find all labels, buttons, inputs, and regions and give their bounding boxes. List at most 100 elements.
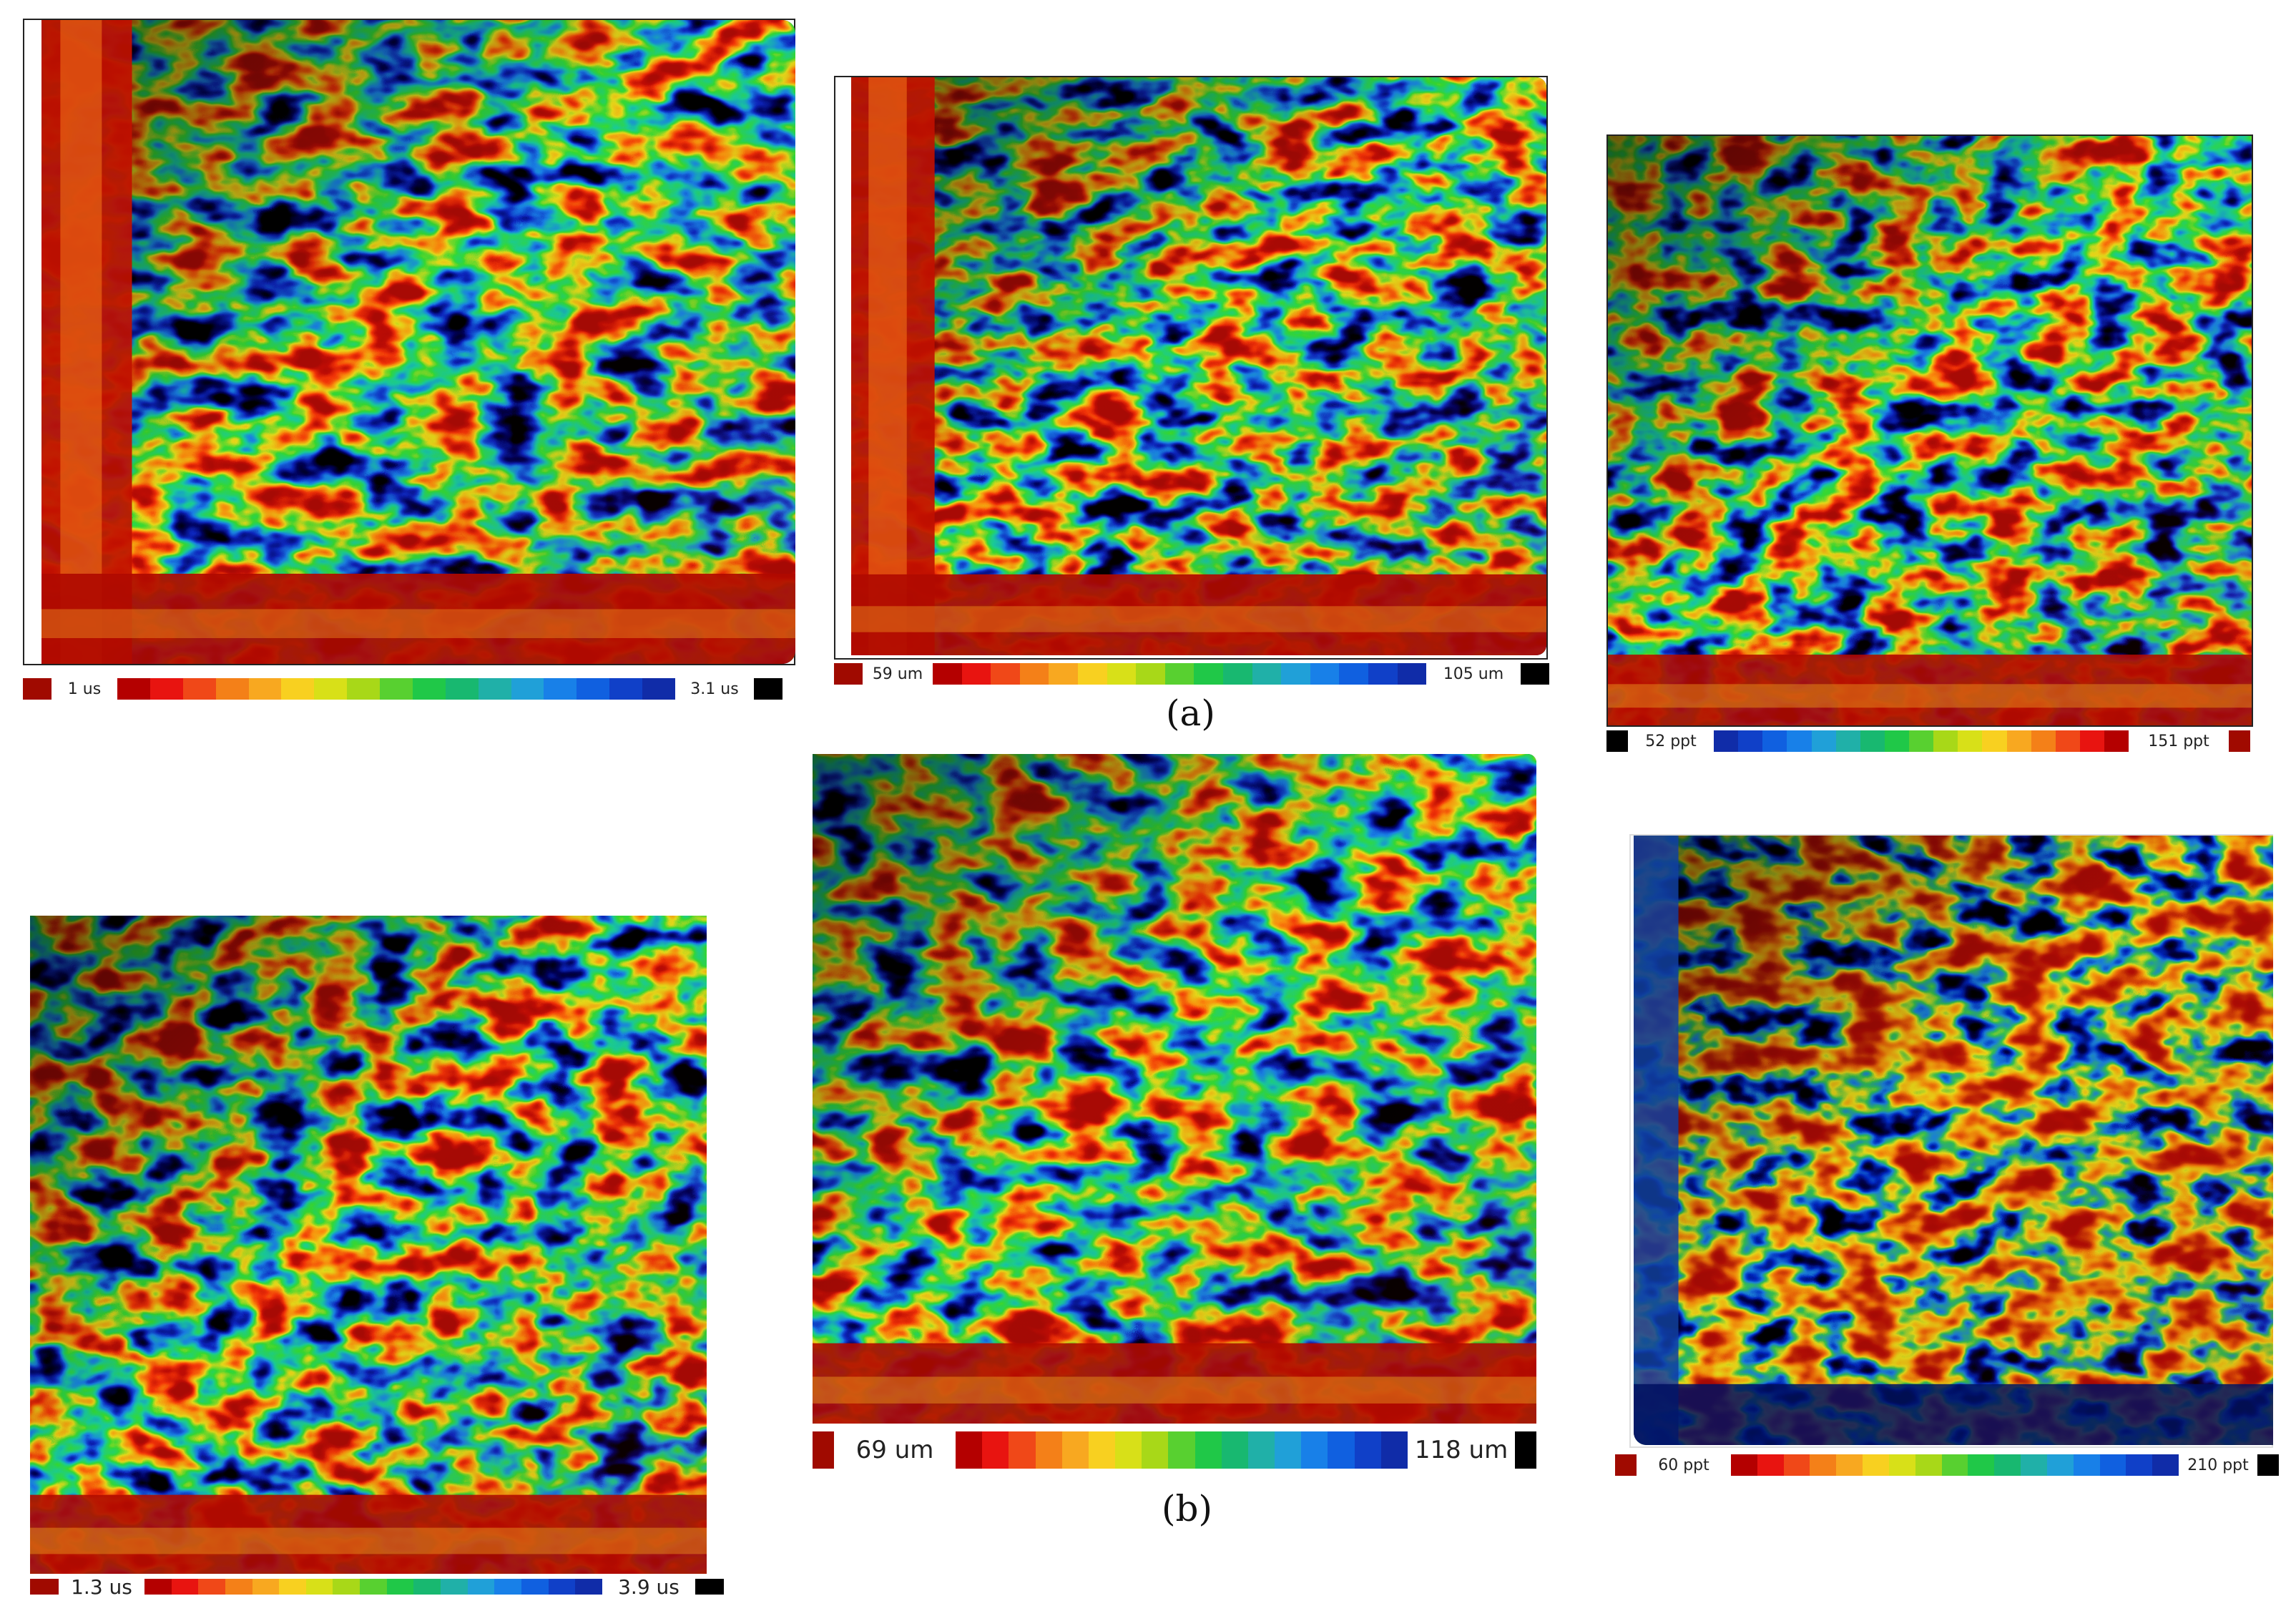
map-b3-image	[1634, 836, 2273, 1445]
legend-max-label: 118 um	[1414, 1436, 1508, 1464]
caption-b: (b)	[1162, 1488, 1213, 1529]
legend-color-step	[182, 678, 216, 700]
legend-color-step	[1860, 730, 1885, 752]
legend-color-step	[1275, 1431, 1302, 1469]
legend-color-step	[279, 1579, 306, 1595]
legend-color-step	[144, 1579, 172, 1595]
legend-color-step	[1863, 1454, 1889, 1476]
legend-color-step	[1115, 1431, 1142, 1469]
legend-max-swatch	[1515, 1431, 1536, 1469]
legend-color-step	[360, 1579, 387, 1595]
legend-color-step	[544, 678, 577, 700]
heatmap-bottom-band-core	[30, 1527, 707, 1554]
heatmap-bottom-band	[41, 574, 795, 664]
legend-max-swatch	[1521, 663, 1549, 685]
legend-max-label: 210 ppt	[2187, 1456, 2249, 1474]
legend-color-step	[2006, 730, 2031, 752]
map-a1-legend: 1 us 3.1 us	[23, 676, 798, 702]
caption-a: (a)	[1166, 692, 1215, 734]
legend-color-step	[1301, 1431, 1328, 1469]
legend-color-step	[1247, 1431, 1275, 1469]
legend-color-step	[252, 1579, 280, 1595]
legend-color-step	[347, 678, 380, 700]
legend-max-swatch	[754, 678, 782, 700]
legend-color-step	[956, 1431, 983, 1469]
legend-color-step	[1757, 1454, 1784, 1476]
legend-color-step	[1787, 730, 1812, 752]
legend-color-step	[1354, 1431, 1381, 1469]
heatmap-bottom-band-core	[851, 606, 1546, 632]
legend-color-step	[333, 1579, 360, 1595]
legend-color-step	[1731, 1454, 1757, 1476]
legend-color-step	[1136, 663, 1165, 685]
legend-color-step	[1009, 1431, 1036, 1469]
legend-color-step	[1836, 1454, 1863, 1476]
map-b2-image	[813, 754, 1536, 1424]
legend-color-step	[1941, 1454, 1968, 1476]
map-b1-legend: 1.3 us 3.9 us	[30, 1577, 724, 1596]
heatmap-bottom-band-core	[1608, 684, 2252, 708]
legend-min-swatch	[30, 1579, 59, 1595]
map-b1-image	[30, 916, 707, 1574]
legend-color-step	[1397, 663, 1427, 685]
legend-min-swatch	[1615, 1454, 1637, 1476]
legend-color-bar	[144, 1579, 602, 1595]
legend-color-step	[2099, 1454, 2126, 1476]
legend-color-step	[380, 678, 413, 700]
legend-color-step	[1328, 1431, 1355, 1469]
legend-color-step	[1835, 730, 1860, 752]
legend-color-step	[609, 678, 642, 700]
legend-color-bar	[1731, 1454, 2179, 1476]
legend-color-bar	[1714, 730, 2129, 752]
legend-color-step	[117, 678, 150, 700]
legend-color-step	[575, 1579, 602, 1595]
legend-color-step	[1933, 730, 1958, 752]
legend-color-step	[1221, 1431, 1248, 1469]
map-a2-image	[851, 77, 1546, 655]
heatmap-texture	[30, 916, 707, 1574]
legend-color-step	[2046, 1454, 2074, 1476]
legend-min-label: 1 us	[67, 680, 102, 698]
legend-color-step	[1310, 663, 1340, 685]
heatmap-bottom-band	[1634, 1384, 2273, 1445]
map-a3-legend: 52 ppt 151 ppt	[1606, 728, 2282, 754]
legend-color-step	[478, 678, 511, 700]
legend-color-step	[642, 678, 675, 700]
legend-color-step	[961, 663, 991, 685]
legend-min-swatch	[1606, 730, 1628, 752]
legend-color-step	[2055, 730, 2080, 752]
heatmap-bottom-band	[30, 1494, 707, 1574]
legend-color-step	[1762, 730, 1787, 752]
legend-color-step	[1077, 663, 1107, 685]
legend-max-label: 105 um	[1443, 665, 1504, 683]
legend-color-bar	[933, 663, 1427, 685]
legend-min-label: 60 ppt	[1658, 1456, 1709, 1474]
legend-color-step	[2126, 1454, 2153, 1476]
heatmap-left-band-core	[868, 77, 907, 655]
legend-max-label: 3.1 us	[690, 680, 739, 698]
legend-color-step	[548, 1579, 576, 1595]
map-b2-legend: 69 um 118 um	[813, 1431, 1538, 1469]
legend-color-step	[1035, 1431, 1062, 1469]
heatmap-bottom-band	[851, 574, 1546, 655]
legend-color-step	[1968, 1454, 1995, 1476]
legend-color-step	[1281, 663, 1310, 685]
legend-color-step	[1884, 730, 1909, 752]
heatmap-shading	[30, 916, 707, 1574]
legend-min-label: 52 ppt	[1645, 732, 1697, 750]
legend-color-step	[441, 1579, 468, 1595]
heatmap-bottom-band	[1608, 655, 2252, 725]
heatmap-shading	[813, 754, 1536, 1424]
legend-color-step	[1714, 730, 1739, 752]
legend-min-label: 69 um	[855, 1436, 934, 1464]
heatmap-bottom-band	[813, 1343, 1536, 1424]
legend-color-step	[215, 678, 249, 700]
legend-color-step	[1107, 663, 1137, 685]
legend-color-step	[2104, 730, 2129, 752]
legend-color-step	[386, 1579, 414, 1595]
legend-color-step	[494, 1579, 521, 1595]
legend-color-step	[1049, 663, 1078, 685]
legend-color-step	[225, 1579, 252, 1595]
legend-color-step	[1168, 1431, 1195, 1469]
legend-color-step	[1380, 1431, 1408, 1469]
